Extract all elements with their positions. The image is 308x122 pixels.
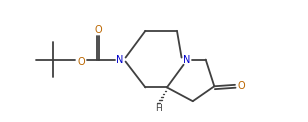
Text: H: H (155, 104, 161, 113)
Text: N: N (116, 55, 124, 65)
Text: O: O (78, 57, 85, 67)
Text: N: N (183, 55, 191, 65)
Text: O: O (237, 81, 245, 91)
Text: O: O (95, 25, 102, 35)
